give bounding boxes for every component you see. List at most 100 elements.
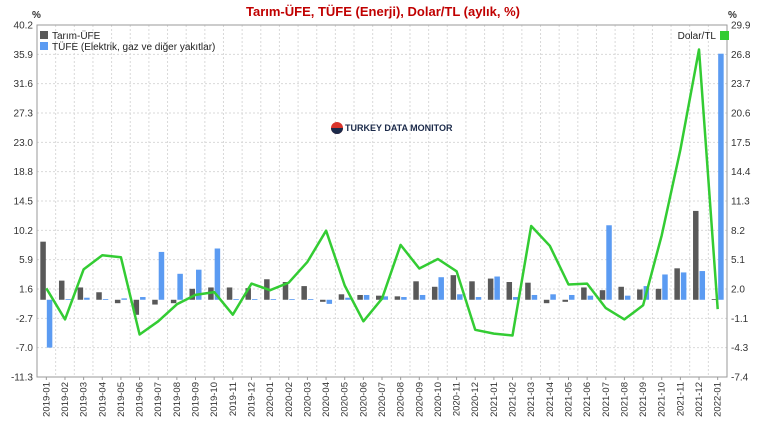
- x-tick-label: 2020-09: [414, 382, 425, 417]
- bar-tufe-enerji: [233, 299, 239, 300]
- chart-title: Tarım-ÜFE, TÜFE (Enerji), Dolar/TL (aylı…: [246, 4, 520, 19]
- y-right-tick-label: 29.9: [731, 21, 751, 32]
- bar-tufe-enerji: [307, 299, 314, 300]
- y-right-tick-label: -1.1: [731, 314, 749, 325]
- bar-tarim-ufe: [469, 281, 475, 300]
- bar-tarim-ufe: [114, 299, 121, 304]
- bar-tarim-ufe: [338, 294, 345, 300]
- legend-label-dolar-tl: Dolar/TL: [678, 31, 717, 42]
- bar-tufe-enerji: [326, 299, 333, 304]
- bar-tarim-ufe: [562, 299, 568, 302]
- x-tick-label: 2020-11: [452, 382, 463, 416]
- x-tick-label: 2019-09: [191, 382, 202, 417]
- watermark: TURKEY DATA MONITOR: [331, 122, 453, 134]
- bar-tarim-ufe: [133, 299, 140, 315]
- bar-tufe-enerji: [84, 297, 90, 300]
- bar-tufe-enerji: [718, 53, 724, 300]
- y-right-tick-label: -7.4: [731, 373, 749, 384]
- y-left-tick-label: 23.0: [14, 138, 34, 149]
- bar-tarim-ufe: [77, 287, 84, 300]
- y-left-tick-label: 27.3: [14, 109, 34, 120]
- x-tick-label: 2019-02: [60, 382, 71, 417]
- x-tick-label: 2020-12: [470, 382, 481, 417]
- legend-label-tarim-ufe: Tarım-ÜFE: [52, 30, 101, 42]
- x-tick-label: 2021-09: [638, 382, 649, 417]
- bar-tufe-enerji: [158, 251, 165, 300]
- bar-tufe-enerji: [624, 295, 631, 300]
- bar-tarim-ufe: [413, 281, 419, 300]
- y-left-tick-label: 1.6: [19, 285, 33, 296]
- x-tick-label: 2019-10: [209, 382, 220, 417]
- x-tick-label: 2020-07: [377, 382, 388, 417]
- bar-tarim-ufe: [245, 288, 251, 300]
- grid: [36, 24, 728, 378]
- bar-tarim-ufe: [581, 287, 587, 300]
- bar-tufe-enerji: [102, 299, 109, 300]
- bar-tufe-enerji: [587, 295, 594, 300]
- x-tick-label: 2021-02: [508, 382, 519, 417]
- bar-tarim-ufe: [394, 296, 401, 300]
- bar-tufe-enerji: [214, 248, 221, 300]
- x-tick-label: 2020-10: [433, 382, 444, 417]
- bar-tufe-enerji: [531, 294, 538, 300]
- x-tick-label: 2021-07: [601, 382, 612, 417]
- y-left-tick-label: 35.9: [14, 50, 34, 61]
- legend-swatch-dolar-tl: [720, 31, 729, 40]
- bar-tarim-ufe: [170, 299, 177, 304]
- x-tick-label: 2020-03: [302, 382, 313, 417]
- bar-tufe-enerji: [401, 297, 407, 300]
- y-left-tick-label: -7.0: [16, 343, 34, 354]
- y-left-tick-label: 10.2: [14, 226, 34, 237]
- x-tick-label: 2021-06: [582, 382, 593, 417]
- x-tick-label: 2021-01: [489, 382, 500, 417]
- bar-tufe-enerji: [550, 294, 556, 300]
- watermark-text: TURKEY DATA MONITOR: [345, 123, 453, 133]
- bar-tarim-ufe: [357, 294, 363, 300]
- x-tick-label: 2021-12: [694, 382, 705, 417]
- bar-tufe-enerji: [606, 225, 612, 300]
- x-tick-label: 2020-01: [265, 382, 276, 417]
- watermark-logo-arc: [331, 128, 343, 134]
- bar-tarim-ufe: [301, 286, 307, 300]
- bar-tarim-ufe: [282, 281, 289, 300]
- legend-label-tufe-enerji: TÜFE (Elektrik, gaz ve diğer yakıtlar): [52, 41, 215, 53]
- bar-tarim-ufe: [189, 288, 196, 300]
- bar-tufe-enerji: [680, 272, 687, 300]
- bar-tarim-ufe: [487, 278, 494, 300]
- right-axis-unit: %: [728, 10, 737, 21]
- bars: [40, 53, 724, 348]
- y-axis-right: 29.9 26.8 23.7 20.6 17.5 14.4 11.3 8.2 5.1 2.0 -1.…: [731, 21, 751, 384]
- x-tick-label: 2021-03: [526, 382, 537, 417]
- y-right-tick-label: 5.1: [731, 255, 745, 266]
- bar-tufe-enerji: [345, 297, 351, 300]
- bar-tufe-enerji: [121, 298, 127, 300]
- bar-tufe-enerji: [494, 276, 500, 300]
- x-tick-label: 2021-04: [545, 382, 556, 417]
- x-tick-label: 2020-02: [284, 382, 295, 417]
- bar-tarim-ufe: [226, 287, 233, 300]
- x-tick-label: 2019-03: [79, 382, 90, 417]
- bar-tufe-enerji: [513, 297, 519, 300]
- bar-tarim-ufe: [152, 299, 158, 305]
- x-tick-label: 2020-08: [396, 382, 407, 417]
- bar-tarim-ufe: [618, 286, 624, 300]
- bar-tarim-ufe: [599, 290, 606, 300]
- x-tick-label: 2020-06: [358, 382, 369, 417]
- bar-tufe-enerji: [475, 297, 482, 300]
- x-tick-label: 2021-05: [563, 382, 574, 417]
- bar-tufe-enerji: [457, 294, 463, 300]
- y-left-tick-label: 14.5: [14, 197, 34, 208]
- legend-swatch-tufe-enerji: [40, 42, 48, 50]
- bar-tufe-enerji: [568, 294, 575, 300]
- y-right-tick-label: 14.4: [731, 167, 751, 178]
- bar-tarim-ufe: [450, 275, 457, 300]
- bar-tarim-ufe: [431, 286, 438, 300]
- y-left-tick-label: -2.7: [16, 314, 34, 325]
- bar-tarim-ufe: [506, 281, 513, 300]
- bar-tarim-ufe: [674, 268, 680, 300]
- bar-tufe-enerji: [699, 271, 706, 300]
- y-right-tick-label: -4.3: [731, 343, 749, 354]
- bar-tarim-ufe: [96, 292, 102, 300]
- x-tick-label: 2019-08: [172, 382, 183, 417]
